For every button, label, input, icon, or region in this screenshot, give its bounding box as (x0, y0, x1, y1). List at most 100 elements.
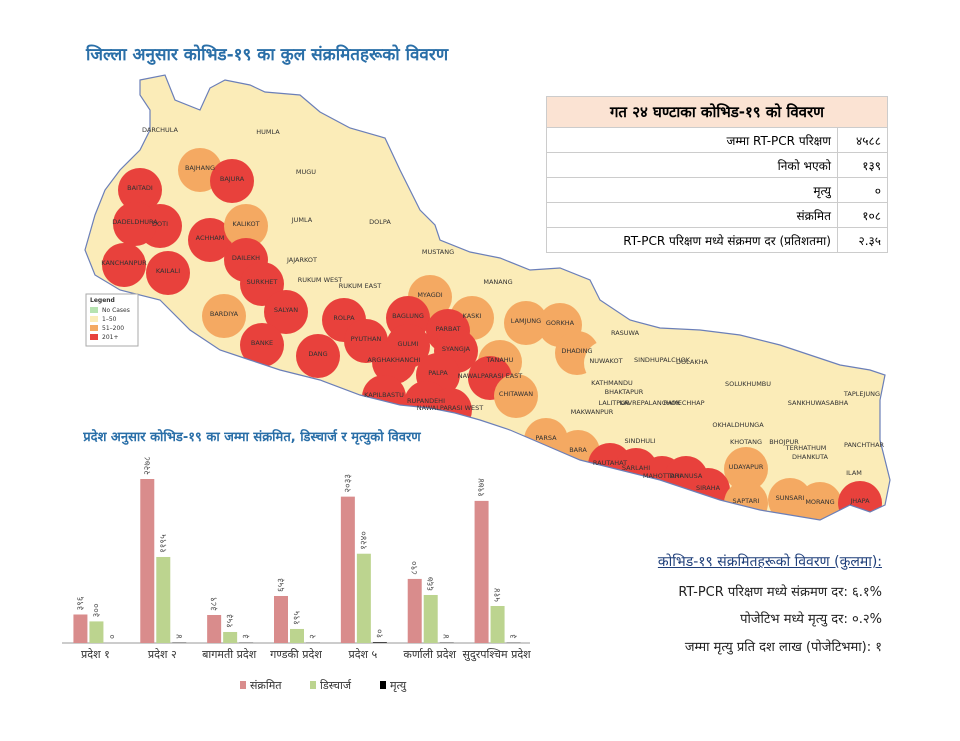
value-label: ३९६ (76, 596, 86, 610)
value-label: १२४० (359, 531, 369, 550)
value-label: ३ (509, 634, 519, 639)
district-area (840, 374, 884, 418)
district-label: ACHHAM (196, 234, 225, 242)
district-label: BAITADI (127, 184, 153, 192)
district-area (298, 260, 342, 304)
district-label: SANKHUWASABHA (788, 399, 849, 407)
district-label: DHANKUTA (792, 453, 829, 461)
district-label: DANG (308, 350, 327, 358)
value-label: ६६७ (426, 577, 436, 591)
x-tick-label: कर्णाली प्रदेश (403, 648, 456, 661)
chart-title: प्रदेश अनुसार कोभिड-१९ का जम्मा संक्रमित… (83, 430, 421, 445)
summary-line: जम्मा मृत्यु प्रति दश लाख (पोजेटिभमा): १ (684, 640, 882, 655)
district-label: KATHMANDU (591, 379, 633, 387)
district-area (118, 168, 162, 212)
district-label: BANKE (251, 339, 273, 347)
district-area (280, 200, 324, 244)
value-label: १९५ (293, 611, 303, 625)
district-label: BARA (569, 446, 587, 454)
district-label: MYAGDI (417, 291, 442, 299)
district-label: TANAHU (486, 356, 514, 364)
page-title: जिल्ला अनुसार कोभिड-१९ का कुल संक्रमितहर… (86, 45, 449, 65)
legend-label: डिस्चार्ज (320, 679, 352, 692)
district-label: CHITAWAN (499, 390, 533, 398)
district-label: SURKHET (247, 278, 278, 286)
district-area (358, 202, 402, 246)
district-label: SINDHUPALCHOK (634, 356, 691, 364)
district-label: MUSTANG (422, 248, 454, 256)
district-label: KAPILBASTU (364, 391, 404, 399)
district-area (670, 342, 714, 386)
district-label: DOLAKHA (676, 358, 708, 366)
bar (290, 628, 304, 643)
bar (73, 614, 88, 643)
district-area (296, 334, 340, 378)
legend-label: संक्रमित (250, 679, 282, 692)
district-area (113, 202, 157, 246)
x-tick-label: सुदुरपश्चिम प्रदेश (462, 648, 531, 662)
district-label: KHOTANG (730, 438, 762, 446)
bar (156, 556, 171, 643)
district-label: PALPA (428, 369, 448, 377)
district-area (284, 152, 328, 196)
value-label: १९७४ (477, 478, 487, 497)
district-label: BHOJPUR (769, 438, 799, 446)
legend-swatch (90, 316, 98, 322)
district-label: SOLUKHUMBU (725, 380, 771, 388)
cell: १३९ (836, 152, 889, 178)
x-tick-label: गण्डकी प्रदेश (270, 648, 322, 661)
district-label: UDAYAPUR (729, 463, 764, 471)
district-area (188, 218, 232, 262)
district-label: PANCHTHAR (844, 441, 885, 449)
value-label: २२७८ (143, 456, 153, 475)
district-label: GULMI (398, 340, 419, 348)
table-title: गत २४ घण्टाका कोभिड-१९ को विवरण (546, 96, 888, 128)
bar (407, 578, 422, 643)
country-border (84, 74, 891, 521)
cell: संक्रमित (546, 202, 838, 228)
legend-swatch (90, 325, 98, 331)
district-label: PYUTHAN (351, 335, 382, 343)
bar (474, 500, 489, 643)
district-area (476, 262, 520, 306)
district-area (628, 383, 672, 427)
district-area (240, 323, 284, 367)
value-label: ११९५ (159, 534, 169, 553)
legend-title: Legend (90, 297, 115, 304)
bar (423, 594, 438, 643)
district-label: TERHATHUM (785, 444, 827, 452)
value-label: २०३३ (343, 474, 353, 493)
value-label: ३०० (92, 603, 102, 617)
district-label: NAWALPARASI EAST (458, 372, 523, 380)
district-label: DOLPA (369, 218, 391, 226)
district-label: TAPLEJUNG (843, 390, 880, 398)
district-label: DOTI (152, 220, 168, 228)
x-tick-label: प्रदेश ५ (348, 648, 377, 661)
district-area (796, 383, 840, 427)
district-label: PARSA (535, 434, 557, 442)
bar (356, 553, 371, 643)
district-label: SINDHULI (624, 437, 655, 445)
district-area (726, 364, 770, 408)
legend-swatch (240, 681, 246, 689)
district-label: RAMECHHAP (663, 399, 704, 407)
legend-swatch (310, 681, 316, 689)
value-label: ३८९ (210, 597, 220, 611)
district-label: MAKWANPUR (571, 408, 614, 416)
district-label: ROLPA (333, 314, 355, 322)
cell: ० (836, 177, 889, 203)
cell: RT-PCR परिक्षण मध्ये संक्रमण दर (प्रतिशत… (546, 227, 838, 253)
district-label: BAJHANG (185, 164, 215, 172)
value-label: २ (309, 634, 319, 639)
district-area (504, 301, 548, 345)
legend-swatch (380, 681, 386, 689)
district-area (570, 392, 614, 436)
district-label: DARCHULA (142, 126, 178, 134)
district-label: JAJARKOT (286, 256, 317, 264)
district-area (372, 340, 416, 384)
district-area (724, 447, 768, 491)
bar (207, 614, 222, 643)
district-label: JHAPA (849, 497, 870, 505)
district-label: MUGU (296, 168, 316, 176)
